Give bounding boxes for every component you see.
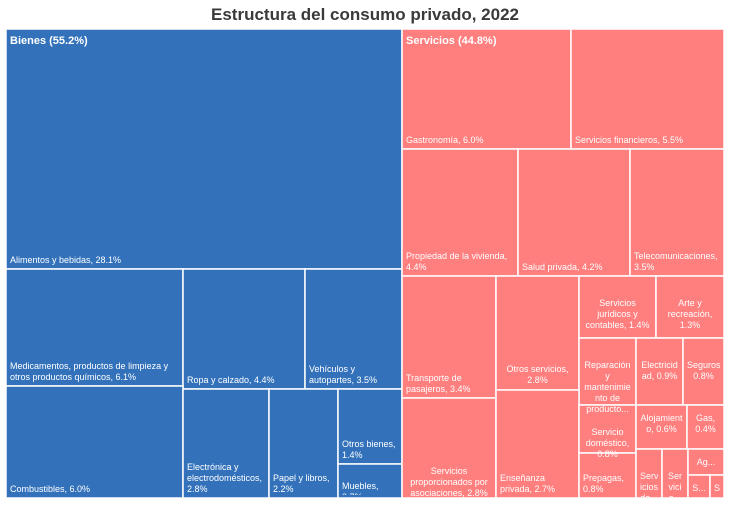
treemap-cell	[495, 389, 580, 499]
treemap-cell	[517, 148, 631, 277]
chart-title: Estructura del consumo privado, 2022	[211, 5, 519, 24]
treemap-cell	[5, 28, 403, 270]
treemap-cell	[686, 404, 725, 450]
treemap-cell	[578, 337, 637, 406]
treemap-cell	[578, 404, 637, 454]
treemap-cell	[268, 388, 339, 499]
treemap-cell	[635, 404, 688, 450]
treemap-cell	[337, 463, 403, 499]
treemap-cell	[629, 148, 725, 277]
treemap-cell	[182, 268, 306, 390]
treemap-cell	[709, 474, 725, 499]
treemap-cell	[495, 275, 580, 391]
treemap-cell	[401, 28, 572, 150]
treemap-cell	[578, 452, 637, 499]
group-label-servicios: Servicios (44.8%)	[406, 35, 497, 47]
treemap-cell	[570, 28, 725, 150]
treemap-cell	[655, 275, 725, 339]
treemap-cell	[5, 385, 184, 499]
treemap-cell	[401, 275, 497, 399]
treemap-cell	[687, 474, 711, 499]
treemap-cell	[687, 448, 725, 476]
group-label-bienes: Bienes (55.2%)	[10, 35, 88, 47]
treemap-cell	[182, 388, 270, 499]
treemap-cell	[635, 448, 663, 499]
treemap-cell	[635, 337, 684, 406]
treemap-cell	[401, 397, 497, 499]
treemap-cell	[337, 388, 403, 465]
treemap-cell	[682, 337, 725, 406]
treemap-cell	[661, 448, 689, 499]
treemap-cell	[304, 268, 403, 390]
treemap-cell	[578, 275, 657, 339]
treemap-cell	[5, 268, 184, 387]
treemap-cell	[401, 148, 519, 277]
